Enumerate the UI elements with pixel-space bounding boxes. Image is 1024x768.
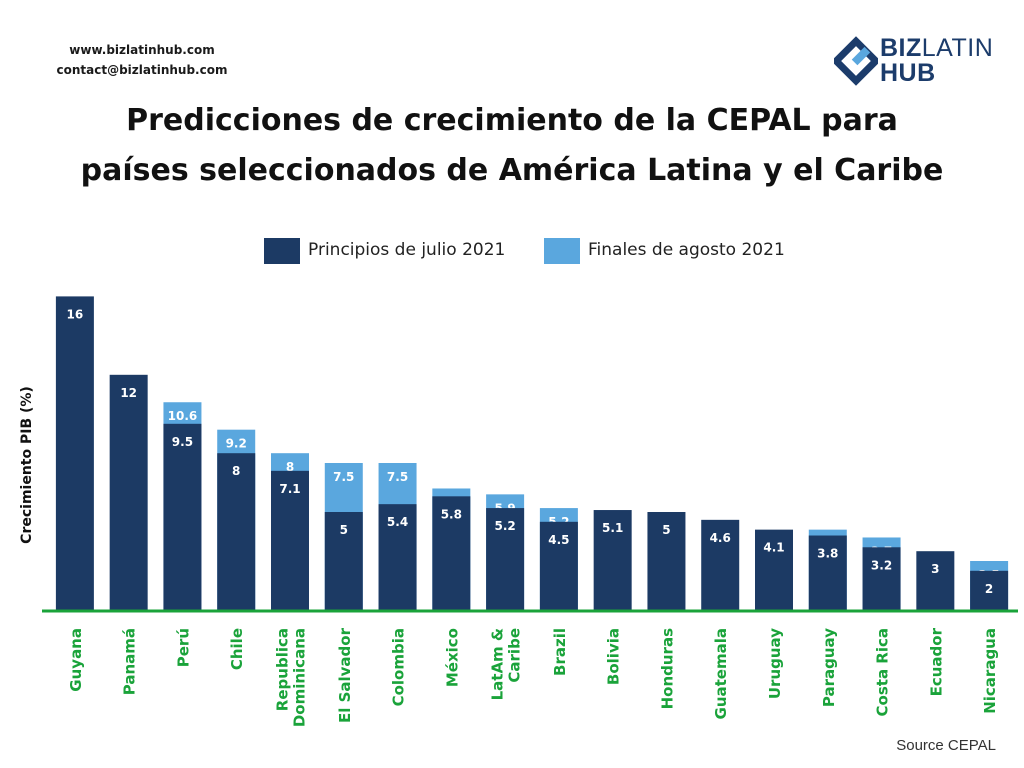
y-axis-label: Crecimiento PIB (%) bbox=[19, 386, 35, 544]
data-label-julio-brazil: 4.5 bbox=[548, 533, 569, 547]
data-label-julio-colombia: 5.4 bbox=[387, 515, 408, 529]
bar-julio-perú bbox=[163, 423, 202, 610]
data-label-julio-uruguay: 4.1 bbox=[763, 541, 784, 555]
bar-julio-paraguay bbox=[808, 535, 847, 610]
data-label-agosto-republica-dominicana: 8 bbox=[286, 460, 294, 474]
data-label-julio-paraguay: 3.8 bbox=[817, 547, 838, 561]
bar-julio-uruguay bbox=[755, 529, 793, 610]
biz-latin-hub-logo: BIZLATIN HUB bbox=[834, 36, 1004, 86]
bar-julio-ecuador bbox=[916, 551, 955, 610]
bar-julio-nicaragua bbox=[970, 570, 1009, 610]
legend-label-julio: Principios de julio 2021 bbox=[308, 240, 506, 260]
data-label-julio-perú: 9.5 bbox=[172, 435, 193, 449]
legend-swatch-agosto bbox=[544, 238, 580, 264]
category-label-bolivia: Bolivia bbox=[605, 628, 623, 685]
category-label-chile: Chile bbox=[228, 628, 246, 670]
chart-title: Predicciones de crecimiento de la CEPAL … bbox=[0, 96, 1024, 196]
bar-julio-brazil bbox=[539, 521, 578, 610]
data-label-julio-guatemala: 4.6 bbox=[710, 531, 731, 545]
data-label-julio-latam-caribe: 5.2 bbox=[494, 519, 515, 533]
logo-wordmark: BIZLATIN HUB bbox=[880, 36, 993, 86]
legend-swatch-julio bbox=[264, 238, 300, 264]
data-label-julio-panamá: 12 bbox=[120, 386, 137, 400]
category-label-costa-rica: Costa Rica bbox=[874, 628, 892, 716]
category-label-brazil: Brazil bbox=[551, 628, 569, 676]
category-label-colombia: Colombia bbox=[390, 628, 408, 706]
category-label-nicaragua: Nicaragua bbox=[981, 628, 999, 714]
data-label-julio-bolivia: 5.1 bbox=[602, 521, 623, 535]
data-label-julio-méxico: 5.8 bbox=[441, 507, 462, 521]
bar-julio-costa-rica bbox=[862, 547, 901, 610]
bar-julio-latam-caribe bbox=[486, 508, 525, 610]
data-label-agosto-chile: 9.2 bbox=[226, 437, 247, 451]
bar-julio-guatemala bbox=[701, 519, 740, 610]
category-label-panamá: Panamá bbox=[121, 628, 139, 695]
data-label-julio-el-salvador: 5 bbox=[340, 523, 348, 537]
bar-julio-chile bbox=[217, 453, 256, 610]
logo-latin: LATIN bbox=[921, 34, 994, 62]
data-label-agosto-perú: 10.6 bbox=[168, 409, 198, 423]
legend-label-agosto: Finales de agosto 2021 bbox=[588, 240, 785, 260]
data-label-julio-ecuador: 3 bbox=[931, 562, 939, 576]
data-label-julio-costa-rica: 3.2 bbox=[871, 558, 892, 572]
source-note: Source CEPAL bbox=[896, 737, 996, 754]
category-label-latam-caribe: LatAm &Caribe bbox=[489, 628, 524, 700]
data-label-agosto-colombia: 7.5 bbox=[387, 470, 408, 484]
category-label-paraguay: Paraguay bbox=[820, 628, 838, 707]
category-label-republica-dominicana: RepublicaDominicana bbox=[274, 628, 309, 727]
bar-julio-guyana bbox=[55, 296, 94, 610]
bar-julio-el-salvador bbox=[324, 512, 363, 610]
logo-hub: HUB bbox=[880, 59, 936, 87]
bar-julio-méxico bbox=[432, 496, 471, 610]
category-label-perú: Perú bbox=[174, 628, 192, 667]
logo-mark-icon bbox=[834, 36, 878, 86]
bar-julio-panamá bbox=[109, 374, 148, 610]
bar-julio-bolivia bbox=[593, 510, 632, 610]
category-label-ecuador: Ecuador bbox=[927, 627, 945, 696]
category-label-guatemala: Guatemala bbox=[712, 628, 730, 719]
category-label-el-salvador: El Salvador bbox=[336, 627, 354, 723]
category-label-guyana: Guyana bbox=[67, 628, 85, 692]
data-label-julio-nicaragua: 2 bbox=[985, 582, 993, 596]
website-link[interactable]: www.bizlatinhub.com bbox=[69, 43, 215, 57]
data-label-julio-chile: 8 bbox=[232, 464, 240, 478]
category-label-uruguay: Uruguay bbox=[766, 628, 784, 699]
data-label-julio-honduras: 5 bbox=[662, 523, 670, 537]
logo-biz: BIZ bbox=[880, 34, 922, 62]
bar-julio-honduras bbox=[647, 512, 686, 610]
category-label-honduras: Honduras bbox=[658, 628, 676, 709]
category-label-méxico: México bbox=[443, 628, 461, 687]
data-label-agosto-el-salvador: 7.5 bbox=[333, 470, 354, 484]
email-link[interactable]: contact@bizlatinhub.com bbox=[56, 63, 228, 77]
data-label-julio-guyana: 16 bbox=[67, 307, 84, 321]
bar-julio-colombia bbox=[378, 504, 417, 610]
chart-title-line-1: Predicciones de crecimiento de la CEPAL … bbox=[126, 103, 898, 138]
contact-info: www.bizlatinhub.com contact@bizlatinhub.… bbox=[52, 40, 232, 80]
bar-julio-republica-dominicana bbox=[271, 470, 309, 610]
chart-title-line-2: países seleccionados de América Latina y… bbox=[80, 153, 944, 188]
data-label-julio-republica-dominicana: 7.1 bbox=[279, 482, 300, 496]
